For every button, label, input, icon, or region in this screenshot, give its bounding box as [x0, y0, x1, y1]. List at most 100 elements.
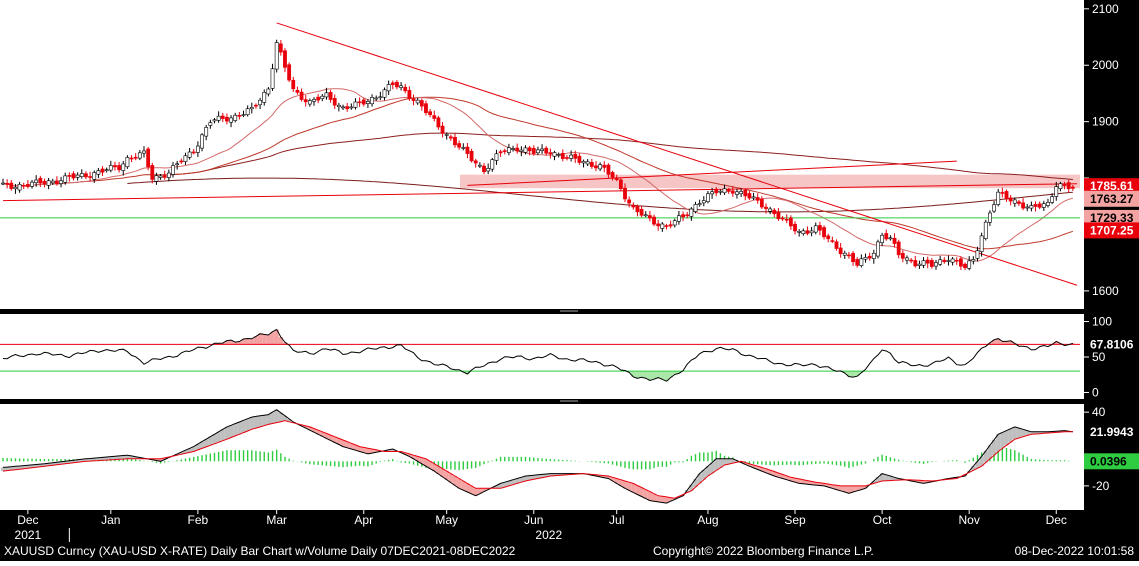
candle-body: [59, 180, 63, 184]
candle-body: [320, 95, 325, 100]
candle-body: [162, 175, 167, 178]
candle-body: [589, 162, 594, 167]
candle-body: [950, 258, 955, 263]
candle-body: [979, 235, 984, 252]
candle-body: [1046, 202, 1050, 206]
rsi-line: [2, 328, 1074, 382]
candle-body: [254, 104, 258, 107]
candle-body: [577, 155, 582, 163]
separator-handle[interactable]: [560, 400, 578, 402]
candle-body: [502, 150, 507, 152]
candle-body: [287, 64, 292, 81]
candle-body: [556, 154, 561, 156]
candle-body: [21, 185, 26, 187]
candle-body: [1037, 203, 1042, 208]
candle-body: [1008, 197, 1013, 202]
candle-body: [249, 107, 254, 110]
candle-body: [552, 152, 557, 157]
candle-body: [909, 259, 914, 262]
candle-body: [594, 165, 598, 169]
candle-body: [519, 149, 524, 152]
candle-body: [498, 151, 503, 154]
x-axis-month-label: Dec: [1046, 513, 1067, 527]
x-axis-month-label: Apr: [354, 513, 373, 527]
candle-body: [195, 145, 200, 153]
candle-body: [818, 225, 822, 231]
candle-body: [299, 91, 304, 100]
candle-body: [345, 106, 350, 110]
candle-body: [30, 181, 34, 187]
candle-body: [967, 260, 972, 269]
candle-body: [50, 180, 55, 184]
candle-body: [706, 193, 710, 202]
candle-body: [386, 84, 391, 92]
candle-body: [515, 147, 520, 152]
candle-body: [336, 104, 341, 108]
x-axis-month-label: Sep: [784, 513, 806, 527]
candle-body: [847, 254, 851, 257]
candle-body: [689, 208, 694, 217]
candle-body: [154, 175, 159, 182]
candle-body: [602, 164, 607, 168]
x-axis-month-label: Jul: [609, 513, 624, 527]
axes: 1600 1900 2000 2100 0 50 100 -20 40 1785.611763.2…: [15, 2, 1139, 542]
candle-body: [747, 193, 752, 199]
candle-body: [204, 127, 209, 137]
candle-body: [428, 111, 433, 116]
macd-histogram-value-label: 0.0396: [1090, 454, 1127, 468]
price-axis-tick-label: 1600: [1092, 284, 1119, 298]
candle-body: [175, 163, 180, 166]
candle-body: [307, 100, 312, 105]
price-rsi-separator[interactable]: [0, 309, 1084, 314]
candle-body: [921, 260, 926, 266]
candle-body: [718, 190, 723, 193]
candle-body: [867, 255, 872, 259]
candle-body: [84, 173, 88, 178]
candle-body: [813, 225, 818, 233]
trend-line: [276, 22, 1078, 286]
candle-body: [1058, 183, 1063, 189]
candle-body: [1017, 201, 1021, 204]
candle-body: [150, 165, 155, 180]
candle-body: [1012, 199, 1017, 204]
candle-body: [1062, 184, 1067, 186]
candle-body: [842, 252, 847, 256]
candle-body: [79, 173, 84, 177]
footer-description: XAUUSD Curncy (XAU-USD X-RATE) Daily Bar…: [4, 544, 516, 558]
candle-body: [1041, 203, 1046, 208]
candle-body: [929, 260, 934, 267]
candle-body: [25, 184, 30, 187]
candle-body: [477, 164, 482, 167]
candle-body: [494, 153, 499, 161]
candle-body: [739, 191, 744, 195]
candle-body: [361, 99, 366, 105]
macd-last-value-label: 21.9943: [1090, 425, 1134, 439]
rsi-last-value-label: 67.8106: [1090, 337, 1134, 351]
candle-body: [108, 165, 113, 171]
separator-handle[interactable]: [560, 310, 578, 312]
candle-body: [125, 157, 130, 168]
candle-body: [569, 154, 574, 159]
candle-body: [473, 160, 478, 164]
candle-body: [245, 108, 250, 116]
rsi-macd-separator[interactable]: [0, 399, 1084, 404]
candle-body: [295, 90, 300, 93]
candle-body: [751, 196, 756, 199]
candle-body: [1070, 186, 1075, 189]
candle-body: [892, 237, 897, 244]
candle-body: [863, 257, 868, 260]
candle-body: [677, 215, 681, 222]
footer-copyright: Copyright© 2022 Bloomberg Finance L.P.: [653, 544, 874, 558]
candle-body: [469, 150, 474, 162]
candle-body: [880, 234, 885, 243]
candle-body: [830, 240, 835, 242]
candle-body: [1000, 192, 1005, 194]
rsi-axis-tick-label: 100: [1092, 315, 1112, 329]
candle-body: [805, 230, 810, 234]
candle-body: [55, 180, 59, 184]
candle-body: [262, 92, 267, 103]
candle-body: [353, 101, 358, 108]
candle-body: [988, 212, 992, 223]
candle-body: [884, 233, 889, 240]
candle-body: [444, 134, 449, 136]
